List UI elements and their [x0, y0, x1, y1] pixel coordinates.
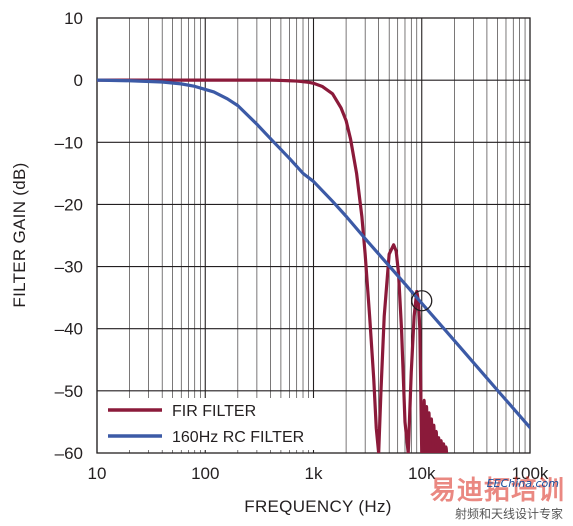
x-axis-label: FREQUENCY (Hz): [244, 497, 391, 516]
legend-box: [100, 398, 345, 450]
y-axis-label: FILTER GAIN (dB): [10, 162, 29, 307]
x-tick-label: 10: [88, 464, 107, 483]
y-tick-label: –50: [55, 382, 83, 401]
legend-label-rc: 160Hz RC FILTER: [172, 429, 304, 446]
y-tick-label: –60: [55, 444, 83, 463]
grid: [96, 17, 531, 454]
series-line-fir: [97, 78, 424, 453]
fir-sidelobe: [443, 445, 449, 453]
x-tick-label: 1k: [305, 464, 323, 483]
annotation-circle: [411, 290, 433, 312]
y-tick-label: –10: [55, 133, 83, 152]
legend: FIR FILTER 160Hz RC FILTER: [100, 398, 345, 450]
x-tick-label: 100k: [512, 464, 549, 483]
y-tick-label: –20: [55, 195, 83, 214]
x-tick-label: 100: [191, 464, 219, 483]
watermark-logo: 易迪拓培训: [429, 476, 565, 506]
legend-label-fir: FIR FILTER: [172, 403, 256, 420]
y-tick-label: 0: [74, 71, 83, 90]
series-line-rc: [97, 78, 530, 430]
fir-sidelobes: [422, 398, 449, 453]
y-tick-label: –30: [55, 258, 83, 277]
x-tick-label: 10k: [408, 464, 436, 483]
y-tick-label: 10: [64, 9, 83, 28]
y-tick-label: –40: [55, 320, 83, 339]
plot-area: [97, 78, 530, 453]
watermark-tagline: 射频和天线设计专家: [454, 507, 563, 521]
watermark-url: EEChina.com: [486, 477, 559, 490]
